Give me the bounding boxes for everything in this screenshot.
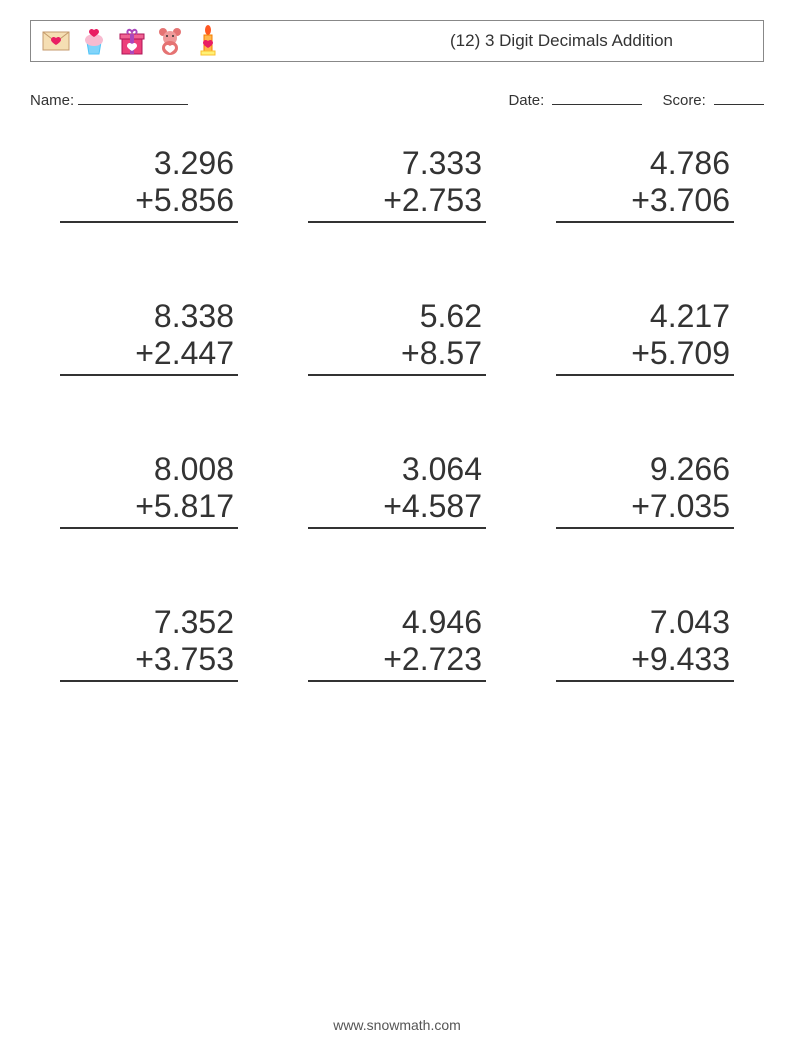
- name-line: [78, 104, 188, 105]
- problem-bottom-number: +9.433: [556, 641, 734, 682]
- problem-2: 7.333+2.753: [308, 145, 486, 223]
- problem-1: 3.296+5.856: [60, 145, 238, 223]
- problem-bottom-number: +4.587: [308, 488, 486, 529]
- problem-top-number: 5.62: [420, 298, 486, 335]
- problem-bottom-number: +3.753: [60, 641, 238, 682]
- problem-bottom-number: +5.856: [60, 182, 238, 223]
- problem-10: 7.352+3.753: [60, 604, 238, 682]
- problem-bottom-number: +2.753: [308, 182, 486, 223]
- candle-icon: [193, 26, 223, 56]
- problem-bottom-number: +2.447: [60, 335, 238, 376]
- problem-top-number: 8.008: [154, 451, 238, 488]
- problem-11: 4.946+2.723: [308, 604, 486, 682]
- date-label: Date:: [508, 92, 544, 109]
- problem-3: 4.786+3.706: [556, 145, 734, 223]
- problem-bottom-number: +2.723: [308, 641, 486, 682]
- problem-top-number: 9.266: [650, 451, 734, 488]
- date-line: [552, 104, 642, 105]
- problems-grid: 3.296+5.8567.333+2.7534.786+3.7068.338+2…: [60, 145, 734, 682]
- problem-top-number: 8.338: [154, 298, 238, 335]
- score-field: Score:: [662, 92, 764, 109]
- problem-bottom-number: +7.035: [556, 488, 734, 529]
- problem-top-number: 7.352: [154, 604, 238, 641]
- problem-top-number: 3.296: [154, 145, 238, 182]
- problem-top-number: 4.786: [650, 145, 734, 182]
- problem-top-number: 7.043: [650, 604, 734, 641]
- score-line: [714, 104, 764, 105]
- problem-bottom-number: +5.709: [556, 335, 734, 376]
- problem-top-number: 4.946: [402, 604, 486, 641]
- worksheet-title: (12) 3 Digit Decimals Addition: [450, 31, 673, 51]
- problem-12: 7.043+9.433: [556, 604, 734, 682]
- date-score-group: Date: Score:: [508, 92, 764, 109]
- problem-8: 3.064+4.587: [308, 451, 486, 529]
- problem-bottom-number: +3.706: [556, 182, 734, 223]
- problem-6: 4.217+5.709: [556, 298, 734, 376]
- problem-bottom-number: +5.817: [60, 488, 238, 529]
- problem-top-number: 4.217: [650, 298, 734, 335]
- problem-5: 5.62+8.57: [308, 298, 486, 376]
- cupcake-heart-icon: [79, 26, 109, 56]
- teddy-bear-icon: [155, 26, 185, 56]
- date-field: Date:: [508, 92, 642, 109]
- problem-top-number: 7.333: [402, 145, 486, 182]
- name-field: Name:: [30, 92, 188, 109]
- info-row: Name: Date: Score:: [30, 92, 764, 109]
- score-label: Score:: [662, 92, 705, 109]
- problem-4: 8.338+2.447: [60, 298, 238, 376]
- header-box: (12) 3 Digit Decimals Addition: [30, 20, 764, 62]
- icons-row: [41, 26, 223, 56]
- gift-heart-icon: [117, 26, 147, 56]
- problem-9: 9.266+7.035: [556, 451, 734, 529]
- footer-text: www.snowmath.com: [0, 1017, 794, 1033]
- envelope-heart-icon: [41, 26, 71, 56]
- problem-7: 8.008+5.817: [60, 451, 238, 529]
- problem-top-number: 3.064: [402, 451, 486, 488]
- name-label: Name:: [30, 92, 74, 109]
- problem-bottom-number: +8.57: [308, 335, 486, 376]
